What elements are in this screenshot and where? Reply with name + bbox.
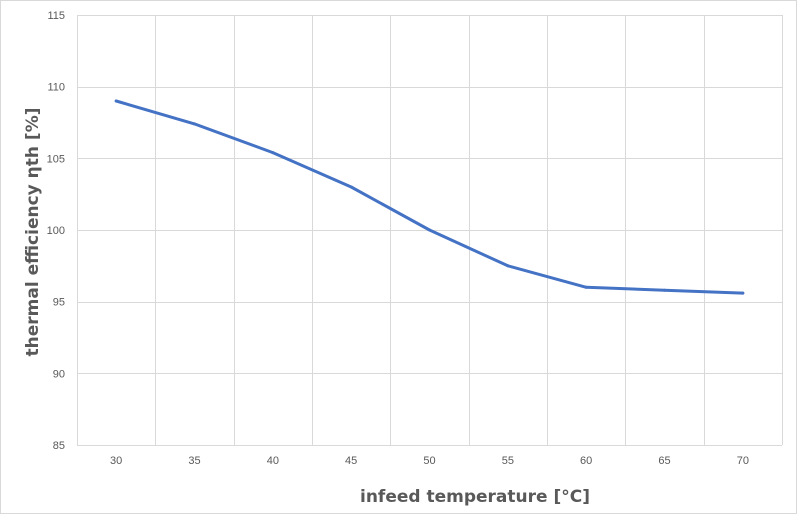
data-point <box>349 185 353 189</box>
x-tick-label: 55 <box>502 455 514 467</box>
gridlines <box>77 15 783 446</box>
data-point <box>741 291 745 295</box>
x-axis-title: infeed temperature [°C] <box>360 487 590 507</box>
x-tick-label: 35 <box>188 455 200 467</box>
data-point <box>428 228 431 232</box>
x-tick-label: 30 <box>110 455 122 467</box>
x-tick-label: 40 <box>267 455 279 467</box>
y-tick-label: 85 <box>53 440 65 452</box>
data-point <box>506 264 510 268</box>
y-tick-label: 100 <box>47 225 65 237</box>
data-point <box>193 122 196 126</box>
x-tick-label: 50 <box>423 455 435 467</box>
x-tick-label: 70 <box>737 455 749 467</box>
y-tick-label: 90 <box>53 368 65 380</box>
y-tick-label: 110 <box>47 82 65 94</box>
y-axis-title: thermal efficiency ηth [%] <box>23 108 43 357</box>
plot-series <box>114 99 745 295</box>
series-line-0 <box>114 99 745 295</box>
y-tick-label: 115 <box>47 10 65 22</box>
data-point <box>114 99 118 103</box>
x-axis-tick-labels: 30 35 40 45 50 55 60 65 70 <box>110 455 749 467</box>
y-axis-tick-labels: 85 90 95 100 105 110 115 <box>47 10 65 452</box>
x-tick-label: 45 <box>345 455 357 467</box>
y-tick-label: 95 <box>53 297 65 309</box>
data-point <box>663 288 666 292</box>
x-tick-label: 60 <box>580 455 592 467</box>
data-point <box>584 285 588 289</box>
data-point <box>271 151 275 155</box>
x-tick-label: 65 <box>658 455 670 467</box>
y-tick-label: 105 <box>47 153 65 165</box>
